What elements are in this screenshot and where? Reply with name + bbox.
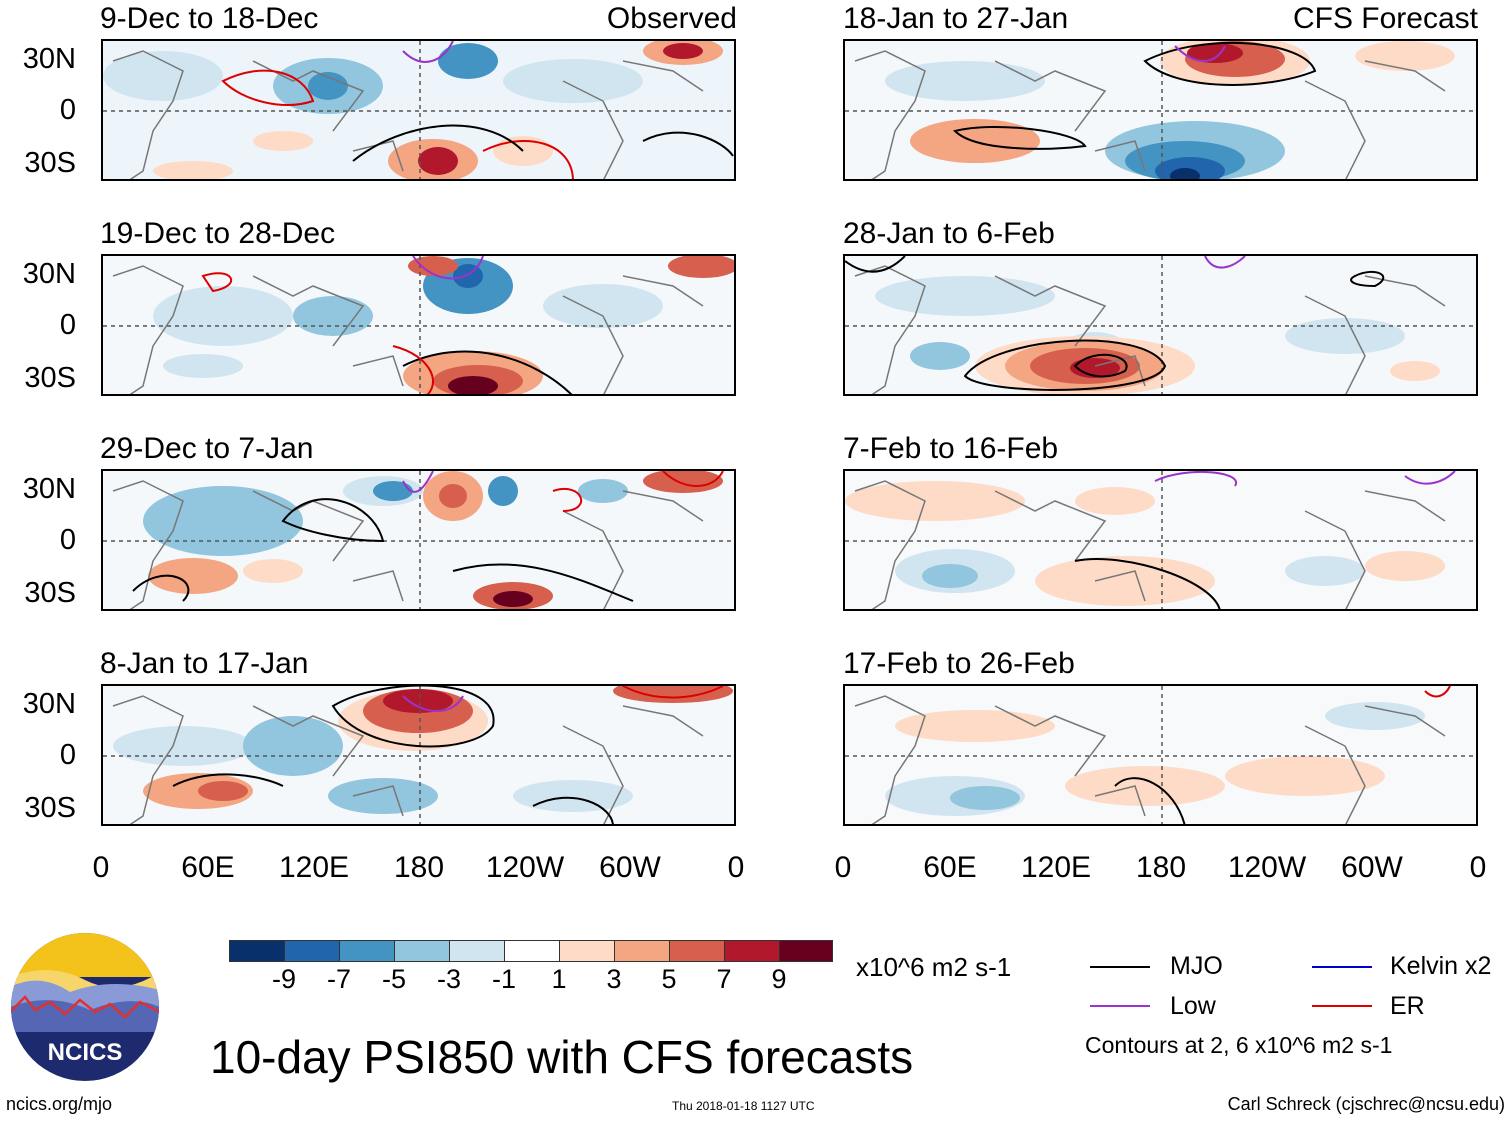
- logo-text: NCICS: [48, 1039, 123, 1066]
- y-tick-label: 0: [59, 524, 76, 556]
- colorbar-label: -7: [326, 964, 351, 994]
- panel-title: 28-Jan to 6-Feb: [843, 217, 1055, 250]
- colorbar-swatch: [559, 940, 615, 962]
- colorbar-swatch: [449, 940, 505, 962]
- x-tick-label: 60E: [923, 851, 977, 884]
- x-tick-label: 180: [393, 851, 445, 884]
- forecast-label: CFS Forecast: [1292, 2, 1478, 35]
- y-tick-label: 0: [59, 309, 76, 341]
- observed-label: Observed: [606, 2, 737, 35]
- colorbar-label: 7: [716, 964, 732, 994]
- y-tick-label: 30N: [22, 258, 76, 290]
- legend-label-kelvin: Kelvin x2: [1390, 952, 1492, 980]
- y-tick-label: 30S: [24, 577, 76, 609]
- colorbar-swatch: [669, 940, 725, 962]
- colorbar-label: -5: [381, 964, 406, 994]
- x-tick-label: 60W: [599, 851, 661, 884]
- y-tick-label: 30S: [24, 362, 76, 394]
- x-tick-label: 120W: [1227, 851, 1307, 884]
- y-tick-label: 0: [59, 94, 76, 126]
- colorbar-units: x10^6 m2 s-1: [856, 952, 1012, 982]
- legend-label-low: Low: [1170, 992, 1216, 1020]
- colorbar-swatch: [394, 940, 450, 962]
- panel-title: 17-Feb to 26-Feb: [843, 647, 1075, 680]
- y-tick-label: 30S: [24, 147, 76, 179]
- panel-title: 19-Dec to 28-Dec: [100, 217, 336, 250]
- colorbar-label: -1: [491, 964, 516, 994]
- ncics-logo: NCICS: [10, 932, 160, 1082]
- colorbar-label: 9: [771, 964, 787, 994]
- footer-url[interactable]: ncics.org/mjo: [6, 1094, 113, 1114]
- x-tick-label: 60E: [181, 851, 235, 884]
- colorbar-swatch: [229, 940, 285, 962]
- colorbar-label: 5: [661, 964, 677, 994]
- legend-line-low: [1090, 1005, 1150, 1007]
- legend-label-er: ER: [1390, 992, 1425, 1020]
- colorbar-swatch: [504, 940, 560, 962]
- map-panel-observed-4: [101, 684, 736, 826]
- y-tick-label: 30N: [22, 473, 76, 505]
- x-tick-label: 120E: [1020, 851, 1092, 884]
- panel-title: 18-Jan to 27-Jan: [843, 2, 1069, 35]
- panel-title: 7-Feb to 16-Feb: [843, 432, 1059, 465]
- footer-author: Carl Schreck (cjschrec@ncsu.edu): [1227, 1094, 1505, 1114]
- legend-line-mjo: [1090, 966, 1150, 968]
- map-panel-observed-2: [101, 254, 736, 396]
- x-tick-label: 120E: [278, 851, 350, 884]
- y-tick-label: 30N: [22, 43, 76, 75]
- x-tick-label: 0: [727, 851, 745, 884]
- colorbar-swatch: [779, 940, 833, 962]
- panel-title: 29-Dec to 7-Jan: [100, 432, 314, 465]
- colorbar-swatch: [284, 940, 340, 962]
- colorbar-label: -9: [271, 964, 296, 994]
- legend-line-er: [1312, 1005, 1372, 1007]
- x-tick-label: 0: [834, 851, 852, 884]
- contour-note: Contours at 2, 6 x10^6 m2 s-1: [1085, 1032, 1393, 1058]
- x-tick-label: 180: [1135, 851, 1187, 884]
- y-tick-label: 0: [59, 739, 76, 771]
- colorbar-label: -3: [436, 964, 461, 994]
- panel-title: 8-Jan to 17-Jan: [100, 647, 309, 680]
- y-tick-label: 30N: [22, 688, 76, 720]
- footer-timestamp: Thu 2018-01-18 1127 UTC: [672, 1099, 815, 1113]
- y-tick-label: 30S: [24, 792, 76, 824]
- panel-title: 9-Dec to 18-Dec: [100, 2, 319, 35]
- colorbar-label: 1: [551, 964, 567, 994]
- map-panel-forecast-1: [843, 39, 1478, 181]
- map-panel-observed-3: [101, 469, 736, 611]
- map-panel-observed-1: [101, 39, 736, 181]
- colorbar-swatch: [724, 940, 780, 962]
- map-panel-forecast-3: [843, 469, 1478, 611]
- colorbar-swatch: [339, 940, 395, 962]
- legend-line-kelvin: [1312, 966, 1372, 968]
- x-tick-label: 60W: [1341, 851, 1403, 884]
- colorbar-label: 3: [606, 964, 622, 994]
- colorbar-swatch: [614, 940, 670, 962]
- main-title: 10-day PSI850 with CFS forecasts: [210, 1031, 914, 1083]
- x-tick-label: 0: [1469, 851, 1487, 884]
- x-tick-label: 0: [92, 851, 110, 884]
- map-panel-forecast-2: [843, 254, 1478, 396]
- map-panel-forecast-4: [843, 684, 1478, 826]
- legend-label-mjo: MJO: [1170, 952, 1223, 980]
- x-tick-label: 120W: [485, 851, 565, 884]
